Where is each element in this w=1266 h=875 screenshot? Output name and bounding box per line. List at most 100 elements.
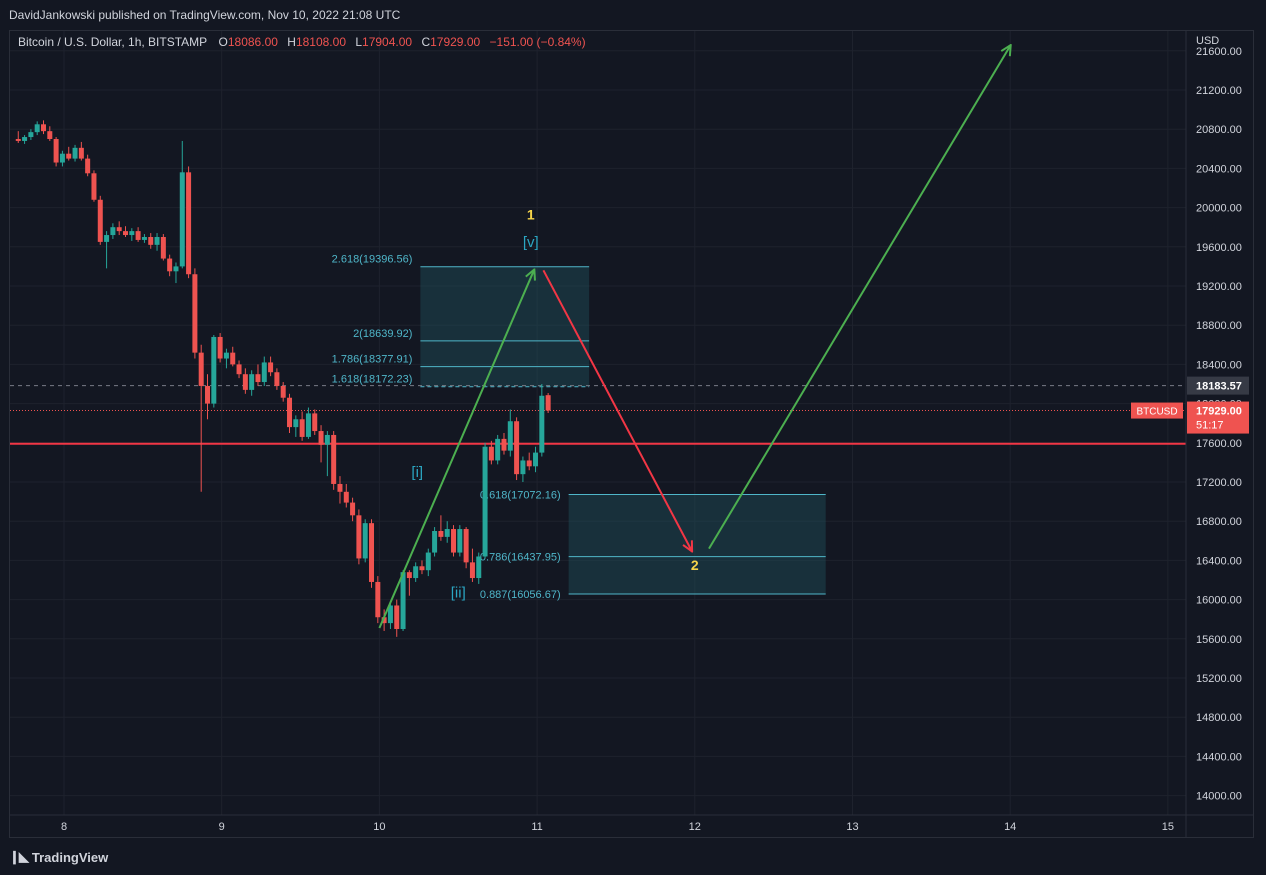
candle-body	[97, 199, 103, 242]
candle-body	[268, 362, 274, 373]
candle	[299, 411, 305, 441]
price-tick-label: 15600.00	[1196, 634, 1242, 646]
candle	[387, 601, 393, 629]
candle-body	[362, 523, 368, 559]
candle-body	[28, 132, 34, 138]
candle-body	[425, 552, 431, 571]
candle-body	[22, 137, 28, 141]
candle-body	[293, 419, 299, 428]
candle-body	[15, 139, 21, 141]
candle-body	[526, 460, 532, 467]
candle-body	[482, 446, 488, 557]
price-tick-label: 14400.00	[1196, 751, 1242, 763]
candle	[293, 415, 299, 437]
projection-arrows[interactable]	[378, 46, 1010, 629]
candle	[476, 552, 482, 584]
candle-body	[337, 483, 343, 492]
candle	[116, 221, 122, 236]
candle-body	[501, 438, 507, 451]
candle	[495, 434, 501, 465]
crosshair-price-box	[1187, 376, 1249, 395]
candle-body	[488, 446, 494, 461]
candle	[236, 360, 242, 379]
candle	[432, 527, 438, 557]
candle-body	[141, 237, 147, 240]
candle	[413, 562, 419, 582]
fib-level-label: 2.618(19396.56)	[332, 254, 413, 266]
candle-body	[129, 231, 135, 236]
symbol-title[interactable]: Bitcoin / U.S. Dollar, 1h, BITSTAMP	[18, 35, 208, 49]
wave-label: [i]	[411, 464, 423, 481]
chart-panel[interactable]	[9, 30, 1254, 838]
candle-body	[406, 572, 412, 579]
high-value: 18108.00	[295, 35, 346, 49]
fib-level-label: 0.618(17072.16)	[480, 490, 561, 502]
time-tick-label: 8	[61, 821, 67, 833]
candle-body	[249, 374, 255, 390]
candle-body	[545, 395, 551, 411]
wave-label: 2	[691, 557, 699, 573]
price-tick-label: 19200.00	[1196, 281, 1242, 293]
candle-body	[78, 147, 84, 159]
support-line-group[interactable]	[10, 385, 1186, 445]
candle-body	[110, 227, 116, 236]
price-tick-label: 20800.00	[1196, 124, 1242, 136]
candle-body	[154, 237, 160, 245]
candle	[173, 262, 179, 284]
candle-body	[287, 397, 293, 428]
candle	[186, 166, 192, 279]
candle-body	[47, 131, 53, 139]
tradingview-footer[interactable]: ❙◣ TradingView	[9, 849, 108, 865]
candle	[318, 425, 324, 463]
candle-body	[520, 460, 526, 475]
candle	[59, 150, 65, 167]
candle	[40, 120, 46, 135]
candle-body	[539, 395, 545, 453]
candle	[198, 344, 204, 492]
candle	[274, 368, 280, 390]
candle	[135, 227, 141, 242]
candle-body	[85, 158, 91, 174]
fib-level-label: 0.887(16056.67)	[480, 589, 561, 601]
candle	[154, 233, 160, 251]
fib-upper-zone: 2.618(19396.56) 2(18639.92) 1.786(18377.91…	[332, 254, 590, 388]
candle	[53, 137, 59, 167]
candle	[22, 135, 28, 144]
candle	[381, 609, 387, 631]
candle-body	[148, 237, 154, 245]
candle-body	[299, 419, 305, 437]
candle-body	[305, 413, 311, 437]
candle	[72, 144, 78, 162]
candle-body	[444, 529, 450, 537]
candle-body	[192, 274, 198, 353]
price-tick-label: 17600.00	[1196, 438, 1242, 450]
symbol-tag-box	[1131, 402, 1183, 419]
time-tick-label: 12	[689, 821, 701, 833]
fib-level-label: 2(18639.92)	[353, 328, 412, 340]
candle-body	[230, 352, 236, 365]
candle-body	[72, 147, 78, 159]
candle-body	[135, 231, 141, 240]
candle	[148, 233, 154, 249]
candle	[85, 154, 91, 177]
candle-body	[451, 529, 457, 553]
candle-body	[413, 566, 419, 579]
price-tick-label: 18400.00	[1196, 359, 1242, 371]
candle	[110, 223, 116, 239]
candle	[488, 440, 494, 465]
candle-body	[205, 385, 211, 404]
candle	[66, 146, 72, 161]
time-tick-label: 11	[531, 821, 542, 833]
fib-extension-zones[interactable]: 2.618(19396.56) 2(18639.92) 1.786(18377.91…	[332, 254, 826, 601]
candle-body	[242, 374, 248, 390]
high-label: H	[287, 35, 296, 49]
candle-body	[179, 172, 185, 267]
time-axis[interactable]: 8 9 10 11 12 13 14 15	[61, 821, 1174, 833]
close-label: C	[421, 35, 431, 49]
ohlc-legend: Bitcoin / U.S. Dollar, 1h, BITSTAMP O180…	[18, 34, 592, 50]
last-price-value: 17929.00	[1196, 406, 1242, 418]
candle	[123, 226, 129, 237]
candle	[331, 431, 337, 490]
